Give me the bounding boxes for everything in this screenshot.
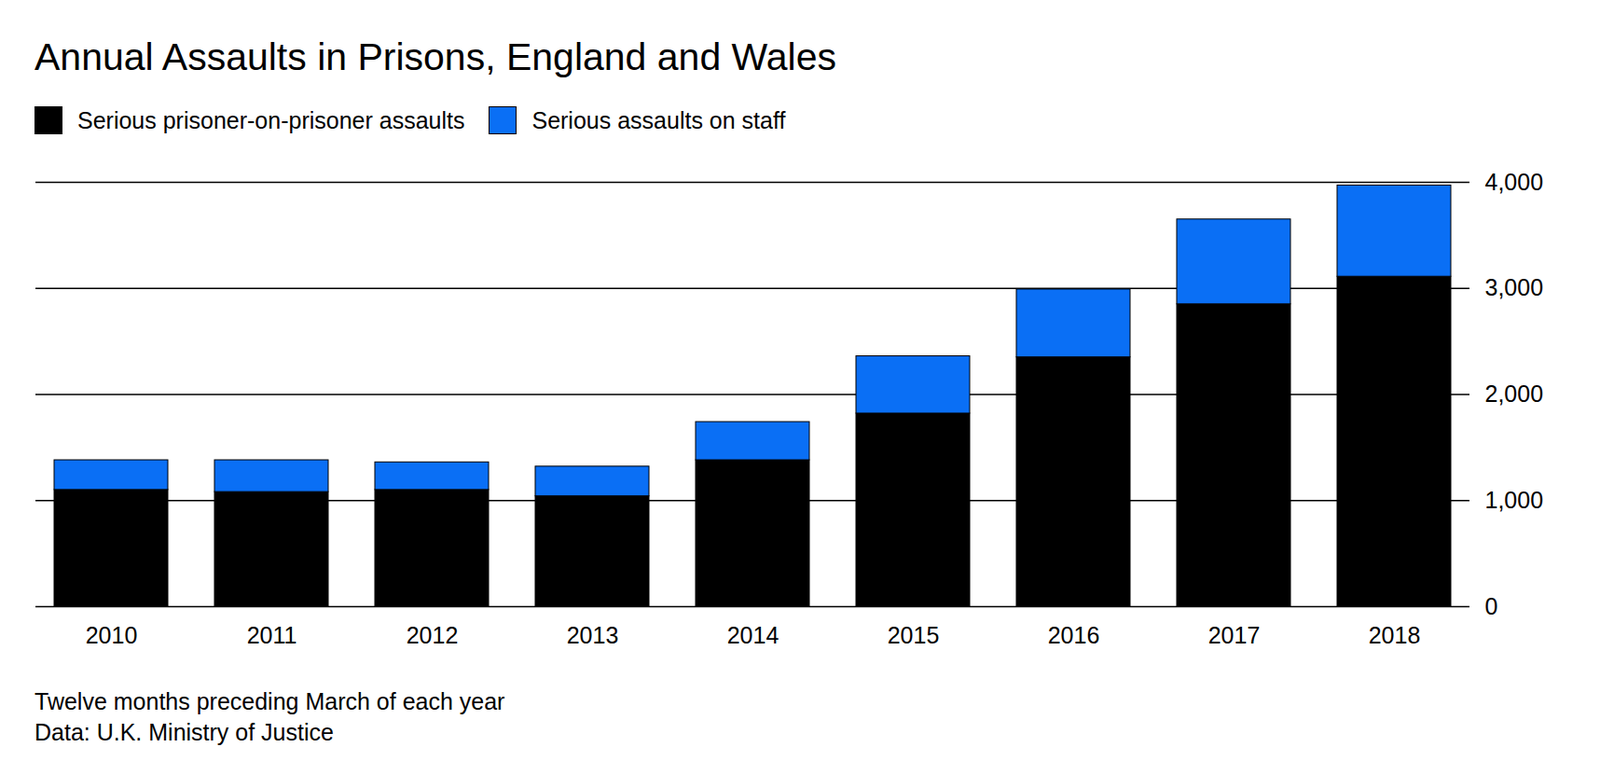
svg-text:3,000: 3,000 bbox=[1485, 274, 1545, 301]
svg-text:2012: 2012 bbox=[406, 621, 459, 649]
html-text:Twelve months preceding March: Twelve months preceding March of each ye… bbox=[34, 688, 505, 715]
svg-text:2010: 2010 bbox=[85, 621, 138, 649]
svg-text:2013: 2013 bbox=[566, 621, 620, 649]
svg-text:2015: 2015 bbox=[887, 621, 940, 649]
html-text:Serious assaults on staff: Serious assaults on staff bbox=[531, 106, 786, 133]
svg-text:1,000: 1,000 bbox=[1485, 486, 1545, 513]
svg-text:2017: 2017 bbox=[1208, 621, 1261, 649]
svg-text:2014: 2014 bbox=[727, 621, 780, 649]
html-text:Annual Assaults in Prisons, En: Annual Assaults in Prisons, England and … bbox=[34, 35, 837, 79]
html-text:Data: U.K. Ministry of Justice: Data: U.K. Ministry of Justice bbox=[34, 718, 334, 745]
svg-text:2018: 2018 bbox=[1368, 621, 1421, 649]
svg-text:4,000: 4,000 bbox=[1485, 168, 1545, 195]
svg-text:0: 0 bbox=[1485, 593, 1499, 620]
svg-text:2016: 2016 bbox=[1048, 621, 1101, 649]
svg-text:2011: 2011 bbox=[247, 621, 298, 649]
html-text:Serious prisoner-on-prisoner a: Serious prisoner-on-prisoner assaults bbox=[77, 106, 465, 133]
svg-text:2,000: 2,000 bbox=[1485, 380, 1545, 407]
